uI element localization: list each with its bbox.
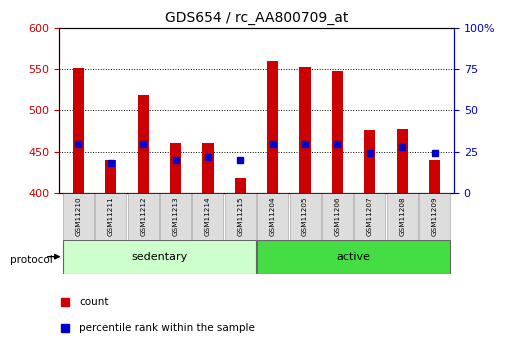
Bar (63, 193, 94, 240)
Text: GSM11213: GSM11213 (172, 197, 179, 236)
Bar (137, 96, 149, 193)
Bar (257, 240, 450, 274)
Bar (192, 193, 224, 240)
Bar (289, 193, 321, 240)
Text: GSM11215: GSM11215 (238, 197, 243, 236)
Bar (429, 160, 440, 193)
Bar (160, 193, 191, 240)
Bar (128, 193, 159, 240)
Bar (332, 71, 343, 193)
Text: sedentary: sedentary (131, 252, 187, 262)
Text: percentile rank within the sample: percentile rank within the sample (79, 323, 255, 333)
Title: GDS654 / rc_AA800709_at: GDS654 / rc_AA800709_at (165, 11, 348, 25)
Bar (419, 193, 450, 240)
Text: GSM11208: GSM11208 (399, 197, 405, 236)
Bar (387, 193, 418, 240)
Bar (170, 143, 181, 193)
Bar (95, 193, 126, 240)
Bar (202, 143, 213, 193)
Bar (364, 130, 376, 193)
Bar (322, 193, 353, 240)
Text: GSM11210: GSM11210 (75, 197, 82, 236)
Bar (105, 160, 116, 193)
Text: GSM11205: GSM11205 (302, 197, 308, 236)
Text: GSM11209: GSM11209 (431, 197, 438, 236)
Bar (267, 61, 279, 193)
Text: count: count (79, 297, 109, 307)
Bar (225, 193, 256, 240)
Bar (354, 193, 385, 240)
Text: GSM11206: GSM11206 (334, 197, 341, 236)
Text: active: active (337, 252, 370, 262)
Text: GSM11214: GSM11214 (205, 197, 211, 236)
Text: GSM11212: GSM11212 (140, 197, 146, 236)
Bar (397, 129, 408, 193)
Text: GSM11207: GSM11207 (367, 197, 373, 236)
Text: GSM11211: GSM11211 (108, 197, 114, 236)
Text: protocol: protocol (10, 256, 53, 265)
Bar (300, 67, 311, 193)
Bar (257, 193, 288, 240)
Bar (234, 178, 246, 193)
Bar (63, 240, 256, 274)
Bar (73, 68, 84, 193)
Text: GSM11204: GSM11204 (270, 197, 275, 236)
